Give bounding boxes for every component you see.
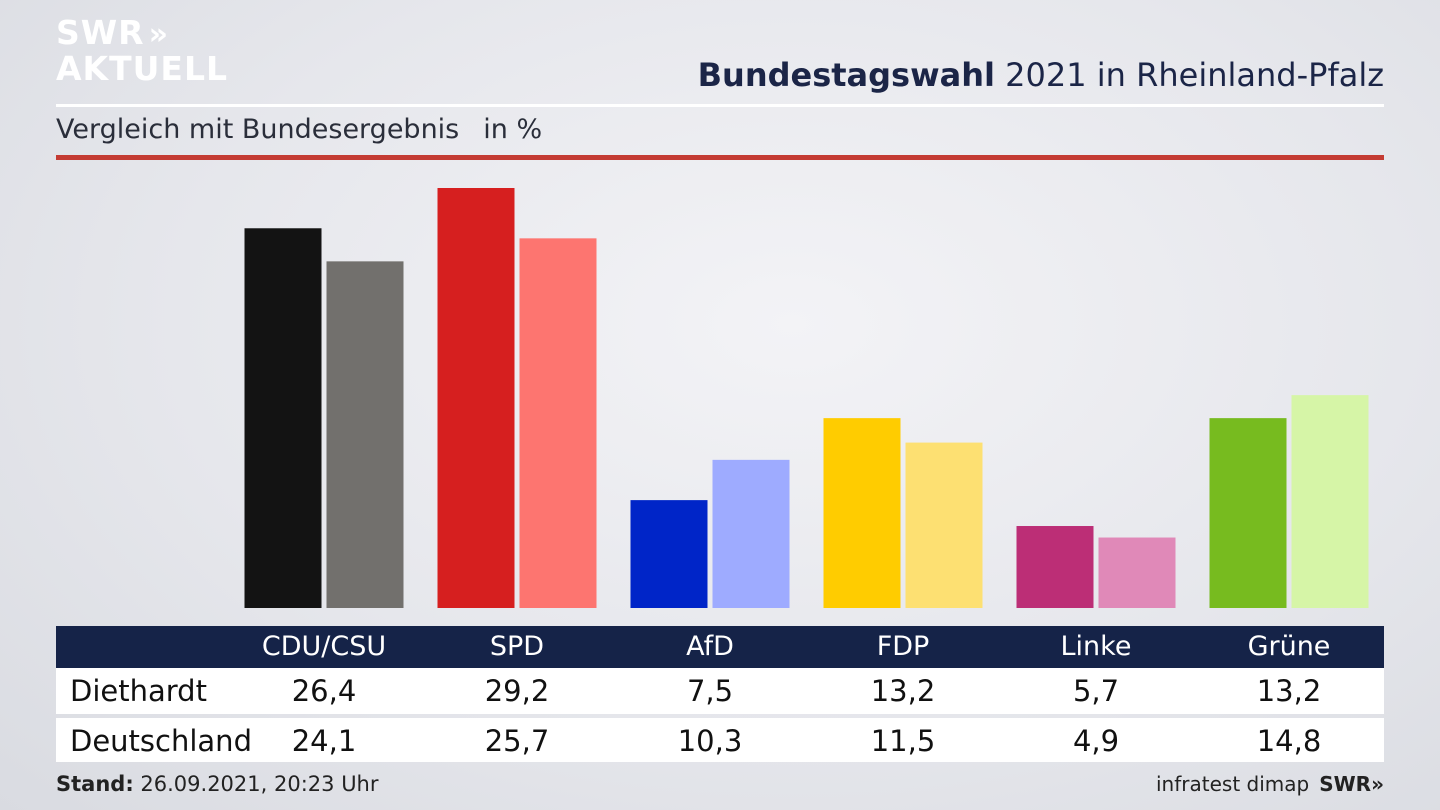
bar-spd-diethardt: [437, 188, 515, 608]
category-label-cdu-csu: CDU/CSU: [261, 631, 387, 662]
value-linke-deutschland: 4,9: [1072, 724, 1120, 758]
category-label-spd: SPD: [489, 631, 545, 662]
stand-label: Stand:: [56, 772, 134, 796]
value-afd-diethardt: 7,5: [686, 674, 734, 708]
row-label-diethardt: Diethardt: [70, 674, 207, 708]
swr-brand-icon: SWR»: [1319, 772, 1384, 796]
row-label-deutschland: Deutschland: [70, 724, 252, 758]
value-gr-ne-deutschland: 14,8: [1256, 724, 1322, 758]
header-divider: [56, 104, 1384, 107]
page-title: Bundestagswahl 2021 in Rheinland-Pfalz: [698, 56, 1384, 94]
value-gr-ne-diethardt: 13,2: [1256, 674, 1322, 708]
bar-afd-diethardt: [630, 500, 708, 608]
chart-subtitle: Vergleich mit Bundesergebnis in %: [56, 114, 542, 145]
logo-swr-text: SWR: [56, 13, 145, 52]
category-label-afd: AfD: [686, 631, 734, 662]
source-text: infratest dimap: [1156, 772, 1310, 796]
value-spd-diethardt: 29,2: [484, 674, 550, 708]
bar-afd-deutschland: [712, 459, 790, 608]
logo-aktuell-text: AKTUELL: [56, 49, 229, 88]
table-row-diethardt: Diethardt 26,4 29,2 7,5 13,2 5,7 13,2: [56, 668, 1384, 714]
stand-value: 26.09.2021, 20:23 Uhr: [140, 772, 379, 796]
value-spd-deutschland: 25,7: [484, 724, 550, 758]
bar-cdu-csu-diethardt: [244, 228, 322, 608]
category-label-fdp: FDP: [876, 631, 930, 662]
bar-linke-deutschland: [1098, 537, 1176, 608]
swr-aktuell-logo: SWR» AKTUELL: [56, 16, 228, 86]
value-fdp-deutschland: 11,5: [870, 724, 936, 758]
value-cdu-csu-diethardt: 26,4: [291, 674, 357, 708]
bar-cdu-csu-deutschland: [326, 261, 404, 608]
bar-fdp-diethardt: [823, 418, 901, 608]
title-bold: Bundestagswahl: [697, 56, 995, 94]
value-linke-diethardt: 5,7: [1072, 674, 1120, 708]
results-table: CDU/CSU SPD AfD FDP Linke Grüne Diethardt 26,…: [56, 626, 1384, 762]
subtitle-divider: [56, 155, 1384, 160]
timestamp: Stand: 26.09.2021, 20:23 Uhr: [56, 772, 379, 796]
source-credit: infratest dimap SWR»: [1156, 772, 1384, 796]
subtitle-text: Vergleich mit Bundesergebnis: [56, 114, 460, 145]
title-rest: 2021 in Rheinland-Pfalz: [1005, 56, 1384, 94]
value-afd-deutschland: 10,3: [677, 724, 743, 758]
bar-linke-diethardt: [1016, 526, 1094, 608]
bar-gr-ne-diethardt: [1209, 418, 1287, 608]
bar-gr-ne-deutschland: [1291, 395, 1369, 608]
value-cdu-csu-deutschland: 24,1: [291, 724, 357, 758]
subtitle-unit: in %: [483, 114, 543, 145]
bar-fdp-deutschland: [905, 442, 983, 608]
category-label-gr-ne: Grüne: [1247, 631, 1331, 662]
bar-spd-deutschland: [519, 238, 597, 608]
category-label-linke: Linke: [1060, 631, 1132, 662]
value-fdp-diethardt: 13,2: [870, 674, 936, 708]
table-row-deutschland: Deutschland 24,1 25,7 10,3 11,5 4,9 14,8: [56, 718, 1384, 762]
table-header-row: CDU/CSU SPD AfD FDP Linke Grüne: [56, 626, 1384, 668]
